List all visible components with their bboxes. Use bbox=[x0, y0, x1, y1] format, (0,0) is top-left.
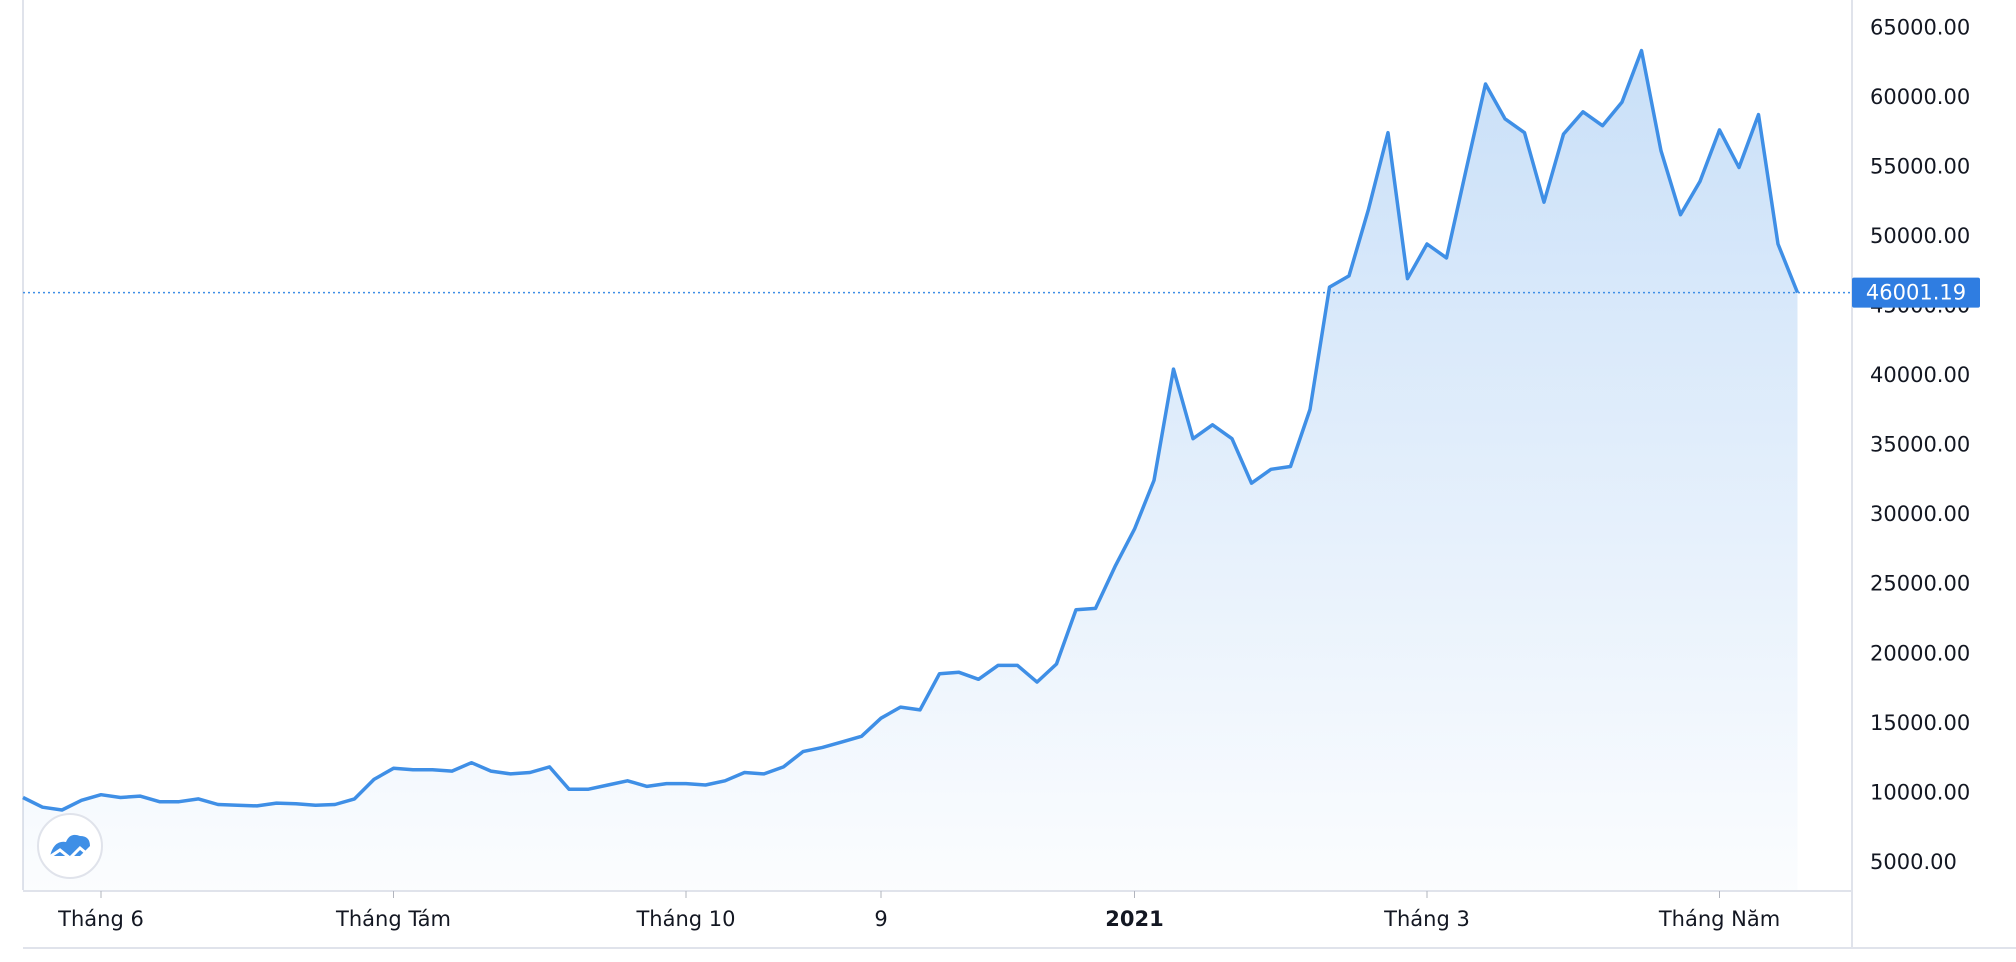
last-price-box bbox=[1852, 277, 1980, 308]
x-tick-label: Tháng 10 bbox=[635, 907, 735, 931]
x-tick-label: Tháng 3 bbox=[1383, 907, 1470, 931]
x-tick-label: Tháng 6 bbox=[57, 907, 144, 931]
x-tick-label: Tháng Tám bbox=[335, 907, 451, 931]
y-tick-label: 40000.00 bbox=[1870, 363, 1970, 387]
last-price-label: 46001.19 bbox=[1866, 281, 1966, 305]
y-tick-label: 65000.00 bbox=[1870, 15, 1970, 39]
y-tick-label: 5000.00 bbox=[1870, 850, 1957, 874]
y-tick-label: 60000.00 bbox=[1870, 85, 1970, 109]
logo bbox=[37, 813, 103, 879]
y-tick-label: 55000.00 bbox=[1870, 154, 1970, 178]
y-tick-label: 20000.00 bbox=[1870, 641, 1970, 665]
y-tick-label: 15000.00 bbox=[1870, 711, 1970, 735]
y-tick-label: 30000.00 bbox=[1870, 502, 1970, 526]
y-tick-label: 25000.00 bbox=[1870, 572, 1970, 596]
area-fill bbox=[23, 50, 1798, 891]
y-tick-label: 35000.00 bbox=[1870, 433, 1970, 457]
y-tick-label: 10000.00 bbox=[1870, 780, 1970, 804]
y-tick-label: 50000.00 bbox=[1870, 224, 1970, 248]
x-tick-label: Tháng Năm bbox=[1658, 907, 1780, 931]
x-tick-label: 9 bbox=[874, 907, 887, 931]
price-line bbox=[22, 48, 1800, 812]
x-tick-label: 2021 bbox=[1105, 907, 1163, 931]
